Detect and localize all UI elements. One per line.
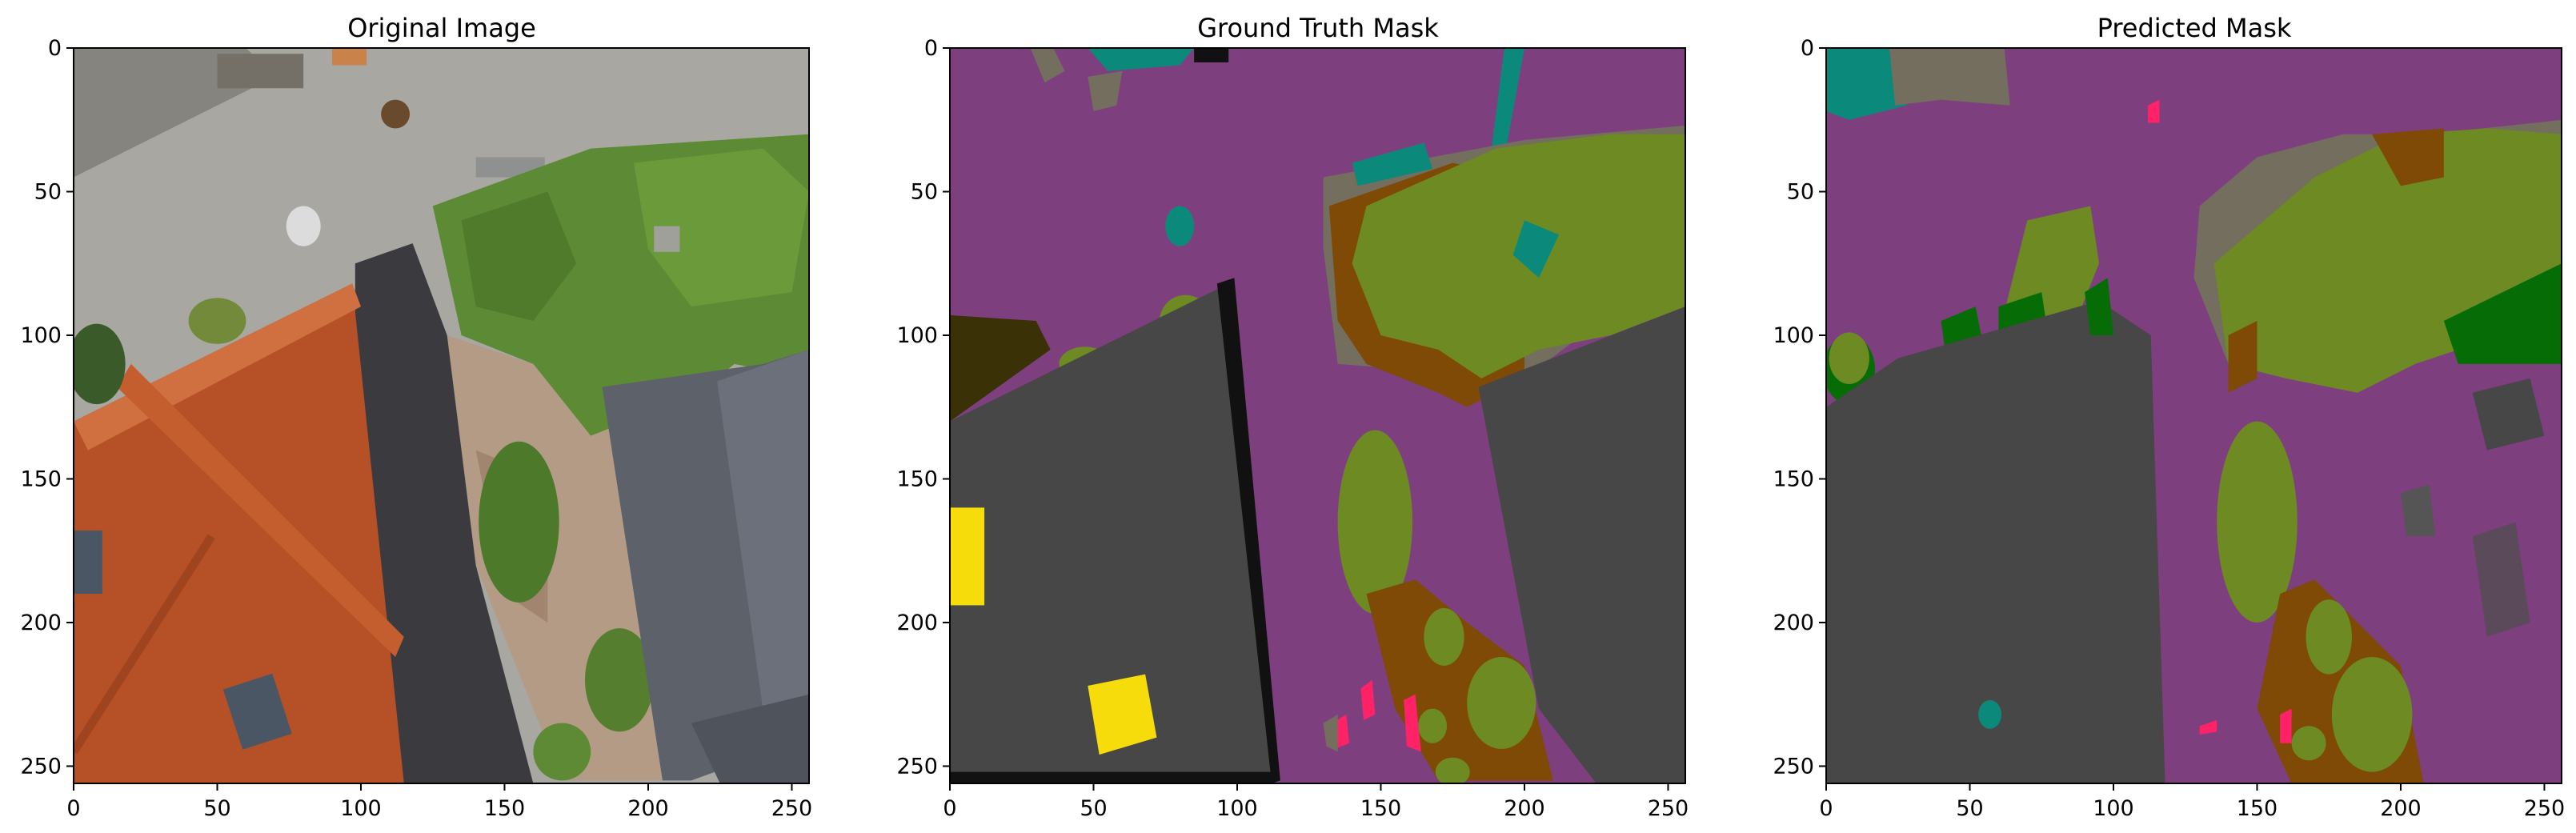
axes-frame bbox=[73, 47, 810, 784]
y-tick-label: 100 bbox=[20, 323, 62, 348]
panel-title: Predicted Mask bbox=[2097, 13, 2292, 43]
x-tick-label: 200 bbox=[1504, 796, 1545, 821]
y-tick-label: 0 bbox=[924, 36, 938, 61]
x-tick-label: 50 bbox=[1956, 796, 1983, 821]
x-tick-label: 250 bbox=[771, 796, 813, 821]
x-tick-label: 0 bbox=[66, 796, 80, 821]
x-tick-label: 250 bbox=[1648, 796, 1689, 821]
y-tick-label: 0 bbox=[48, 36, 62, 61]
y-tick-label: 50 bbox=[34, 179, 62, 204]
ground-truth-mask bbox=[950, 48, 1685, 783]
y-tick-label: 0 bbox=[1801, 36, 1814, 61]
panel-predicted: Predicted Mask bbox=[1826, 13, 2562, 783]
x-tick-label: 100 bbox=[2093, 796, 2134, 821]
y-tick-label: 100 bbox=[1773, 323, 1814, 348]
x-tick-label: 100 bbox=[1216, 796, 1258, 821]
x-tick-label: 200 bbox=[627, 796, 669, 821]
x-tick-label: 250 bbox=[2524, 796, 2566, 821]
axes-frame bbox=[949, 47, 1686, 784]
y-tick-label: 150 bbox=[1773, 467, 1814, 491]
x-tick-label: 0 bbox=[1819, 796, 1833, 821]
x-tick-label: 150 bbox=[484, 796, 526, 821]
panel-ground-truth: Ground Truth Mask bbox=[950, 13, 1685, 783]
panel-title: Original Image bbox=[347, 13, 536, 43]
x-tick-label: 150 bbox=[1360, 796, 1402, 821]
y-tick-label: 50 bbox=[911, 179, 938, 204]
y-tick-label: 250 bbox=[1773, 754, 1814, 779]
original-image bbox=[74, 48, 809, 783]
x-tick-label: 100 bbox=[340, 796, 382, 821]
axes-frame bbox=[1825, 47, 2562, 784]
y-tick-label: 50 bbox=[1787, 179, 1814, 204]
x-tick-label: 150 bbox=[2237, 796, 2278, 821]
y-tick-label: 100 bbox=[896, 323, 938, 348]
x-tick-label: 200 bbox=[2380, 796, 2422, 821]
y-tick-label: 200 bbox=[1773, 611, 1814, 635]
y-tick-label: 150 bbox=[896, 467, 938, 491]
x-tick-label: 0 bbox=[943, 796, 956, 821]
y-tick-label: 250 bbox=[896, 754, 938, 779]
y-tick-label: 250 bbox=[20, 754, 62, 779]
panel-original: Original Image bbox=[74, 13, 809, 783]
x-tick-label: 50 bbox=[203, 796, 230, 821]
predicted-mask bbox=[1826, 48, 2562, 783]
y-tick-label: 200 bbox=[896, 611, 938, 635]
panel-title: Ground Truth Mask bbox=[1197, 13, 1439, 43]
y-tick-label: 150 bbox=[20, 467, 62, 491]
y-tick-label: 200 bbox=[20, 611, 62, 635]
x-tick-label: 50 bbox=[1080, 796, 1107, 821]
